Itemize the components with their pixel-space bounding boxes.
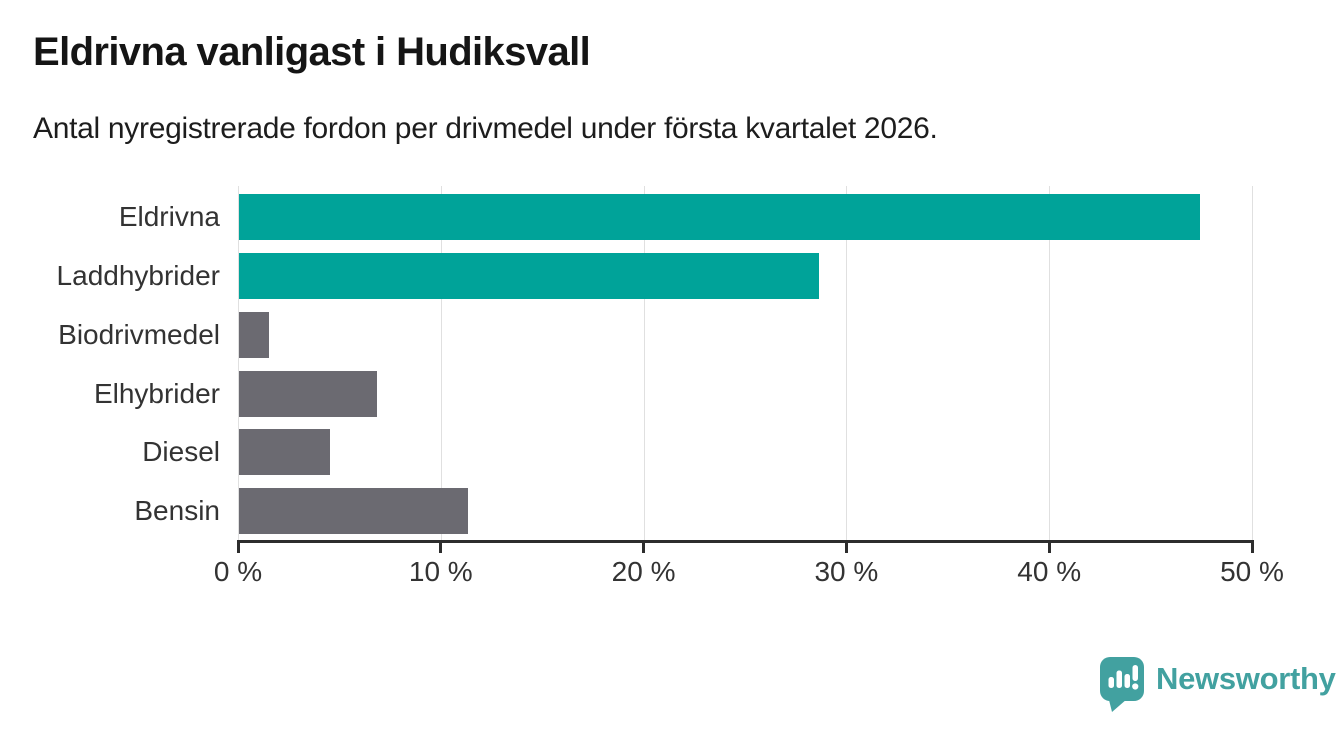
newsworthy-logo-text: Newsworthy [1156, 661, 1336, 696]
x-axis-line [237, 540, 1253, 543]
x-axis-tick-label: 0 % [213, 556, 263, 587]
bar [239, 252, 819, 299]
gridline [1252, 186, 1253, 541]
bar [239, 194, 1201, 240]
bar [239, 429, 331, 476]
gridline [1049, 186, 1051, 541]
bar [239, 488, 469, 535]
x-axis-tick-label: 50 % [1220, 556, 1284, 587]
category-label: Bensin [134, 495, 220, 527]
x-axis-tick [1047, 540, 1051, 553]
bar [239, 311, 270, 358]
plot-area [238, 186, 1253, 541]
category-label: Eldrivna [118, 201, 220, 232]
category-label: Diesel [142, 436, 220, 468]
x-axis-tick [1250, 540, 1254, 553]
x-axis-tick-label: 30 % [814, 556, 879, 587]
x-axis-tick-label: 40 % [1017, 556, 1082, 587]
y-axis-labels: Eldrivna Laddhybrider Biodrivmedel Elhybrid… [0, 188, 220, 541]
x-axis-tick [642, 540, 646, 553]
x-axis-tick [439, 540, 443, 553]
newsworthy-logo-icon [1100, 657, 1144, 712]
gridline [440, 186, 442, 541]
newsworthy-logo: Newsworthy [1099, 656, 1336, 714]
gridline [643, 186, 645, 541]
gridline [238, 186, 239, 541]
chart-subtitle: Antal nyregistrerade fordon per drivmede… [33, 112, 938, 145]
chart-title: Eldrivna vanligast i Hudiksvall [33, 30, 591, 74]
category-label: Laddhybrider [56, 259, 220, 291]
x-axis-tick [844, 540, 848, 553]
category-label: Elhybrider [93, 377, 220, 409]
category-label: Biodrivmedel [58, 318, 220, 350]
x-axis-tick-label: 10 % [408, 556, 473, 587]
gridline [846, 186, 848, 541]
x-axis-tick [236, 540, 240, 553]
bar [239, 370, 377, 417]
x-axis-tick-label: 20 % [611, 556, 676, 587]
